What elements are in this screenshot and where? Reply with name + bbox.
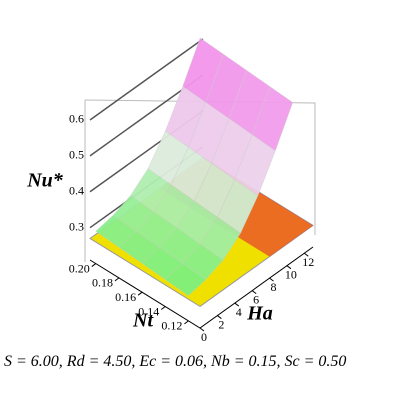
x-tick-label: 10 (285, 267, 297, 281)
y-tick-label: 0.12 (161, 319, 182, 333)
y-tick (91, 263, 97, 267)
z-axis-title: Nu* (26, 170, 64, 192)
z-tick-label: 0.4 (69, 184, 84, 198)
z-tick-label: 0.5 (69, 148, 84, 162)
chart: Nu* Nt Ha 0.30.40.50.60246810120.120.140… (26, 37, 316, 344)
z-tick-label: 0.6 (69, 112, 84, 126)
y-axis-title: Nt (132, 310, 154, 332)
x-tick-label: 12 (302, 255, 314, 269)
frame (84, 99, 316, 262)
x-tick-label: 4 (236, 305, 242, 319)
z-tick-label: 0.3 (69, 219, 84, 233)
x-tick (199, 327, 205, 332)
y-tick-label: 0.18 (92, 276, 113, 290)
x-tick-label: 6 (253, 292, 259, 306)
x-tick (269, 277, 274, 282)
x-tick (217, 315, 222, 319)
y-tick-label: 0.16 (115, 290, 136, 304)
caption: S = 6.00, Rd = 4.50, Ec = 0.06, Nb = 0.1… (4, 353, 347, 370)
x-tick-label: 2 (218, 317, 224, 331)
axis-line (89, 246, 314, 329)
surface-patch (164, 263, 207, 296)
y-tick-label: 0.14 (138, 304, 159, 318)
grid-line (89, 38, 204, 121)
y-tick (160, 306, 166, 310)
x-tick-label: 8 (271, 280, 277, 294)
x-tick-label: 0 (201, 330, 207, 344)
x-tick (251, 290, 257, 295)
y-tick-label: 0.20 (69, 261, 90, 275)
x-tick (234, 302, 240, 307)
x-tick (286, 265, 292, 270)
x-axis-title: Ha (246, 303, 273, 325)
y-tick (184, 320, 189, 325)
y-tick (114, 277, 120, 282)
x-tick (304, 252, 309, 257)
y-tick (137, 291, 143, 296)
